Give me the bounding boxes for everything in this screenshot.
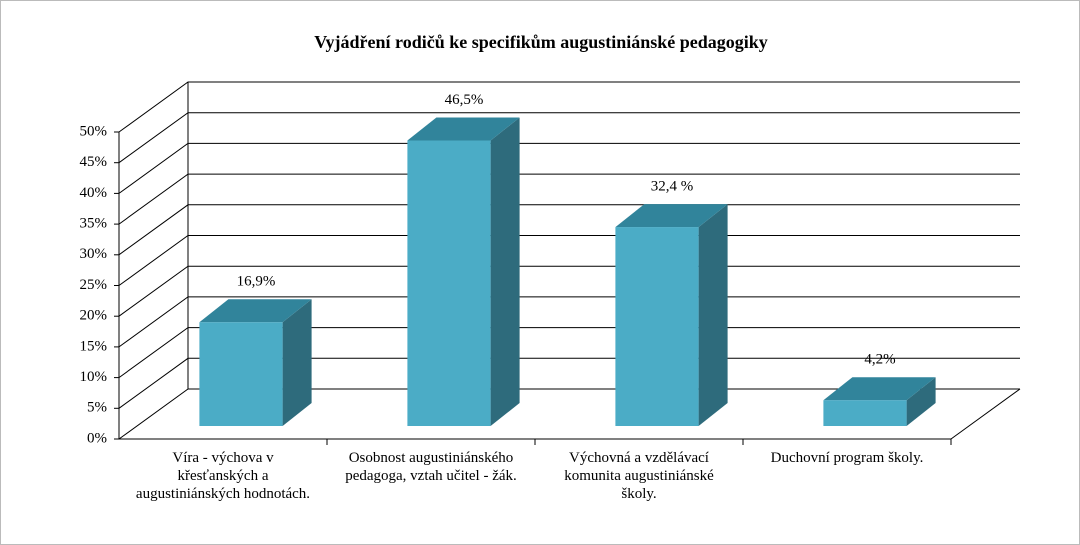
bar <box>615 227 699 426</box>
x-tick-label: Duchovní program školy. <box>770 450 924 466</box>
grid-line <box>118 81 1020 133</box>
bar-side <box>282 299 312 426</box>
bar-side <box>490 117 520 427</box>
grid-line <box>118 265 1020 317</box>
y-tick-label: 40% <box>80 185 108 201</box>
bar-top <box>199 299 312 323</box>
grid-line <box>118 204 1020 256</box>
bar-top <box>615 204 728 228</box>
data-label: 32,4 % <box>651 179 694 195</box>
bar-side <box>906 377 936 426</box>
data-label: 4,2% <box>864 352 895 368</box>
y-tick-label: 0% <box>87 430 107 446</box>
y-tick-label: 5% <box>87 400 107 416</box>
grid-line <box>118 357 1020 409</box>
grid-line <box>118 235 1020 286</box>
y-tick-label: 20% <box>80 308 108 324</box>
x-tick-label: Výchovná a vzdělávací komunita augustini… <box>564 450 714 502</box>
bar <box>823 400 907 426</box>
chart-title: Vyjádření rodičů ke specifikům augustini… <box>314 32 768 52</box>
data-label: 16,9% <box>237 274 276 290</box>
grid-line <box>118 388 1020 440</box>
grid-line <box>118 112 1020 164</box>
x-tick-label: Osobnost augustiniánského pedagoga, vzta… <box>345 450 517 484</box>
floor-edge <box>950 388 1021 440</box>
grid-line <box>118 296 1020 348</box>
y-tick-label: 35% <box>80 216 108 232</box>
grid-line <box>118 327 1020 379</box>
y-tick-label: 25% <box>80 277 108 293</box>
grid-line <box>118 173 1020 225</box>
data-label: 46,5% <box>445 92 484 108</box>
y-tick-label: 45% <box>80 154 108 170</box>
bar-top <box>823 377 936 401</box>
y-tick-label: 30% <box>80 246 108 262</box>
y-tick-label: 15% <box>80 338 108 354</box>
grid-line <box>118 142 1020 194</box>
y-tick-label: 10% <box>80 369 108 385</box>
x-tick-label: Víra - výchova v křesťanských a augustin… <box>135 450 311 502</box>
y-tick-label: 50% <box>80 123 108 139</box>
bar-top <box>407 117 520 141</box>
bar-side <box>698 204 728 426</box>
bar <box>199 322 283 426</box>
bar <box>407 140 491 427</box>
